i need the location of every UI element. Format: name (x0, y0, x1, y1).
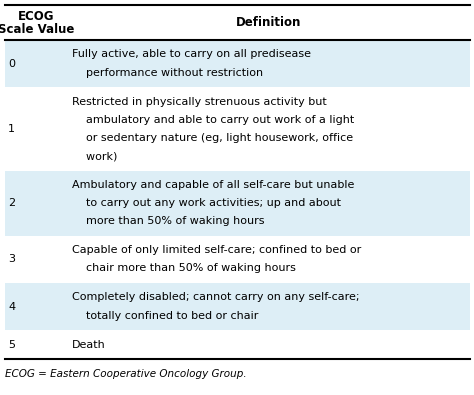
Text: work): work) (72, 151, 118, 161)
Text: 0: 0 (8, 58, 15, 69)
Text: performance without restriction: performance without restriction (72, 68, 263, 77)
Bar (5, 236, 470, 283)
Text: 2: 2 (8, 198, 15, 208)
Text: Capable of only limited self-care; confined to bed or: Capable of only limited self-care; confi… (72, 245, 361, 255)
Text: totally confined to bed or chair: totally confined to bed or chair (72, 310, 258, 321)
Text: Restricted in physically strenuous activity but: Restricted in physically strenuous activ… (72, 97, 327, 107)
Text: ambulatory and able to carry out work of a light: ambulatory and able to carry out work of… (72, 115, 354, 125)
Text: ECOG = Eastern Cooperative Oncology Group.: ECOG = Eastern Cooperative Oncology Grou… (5, 369, 246, 379)
Text: 4: 4 (8, 301, 15, 312)
Bar (5, 40, 470, 87)
Bar (5, 283, 470, 330)
Text: Definition: Definition (237, 16, 301, 29)
Text: more than 50% of waking hours: more than 50% of waking hours (72, 216, 264, 226)
Text: Ambulatory and capable of all self-care but unable: Ambulatory and capable of all self-care … (72, 180, 355, 190)
Text: 1: 1 (8, 124, 15, 134)
Text: Death: Death (72, 340, 106, 350)
Text: Completely disabled; cannot carry on any self-care;: Completely disabled; cannot carry on any… (72, 292, 359, 303)
Text: to carry out any work activities; up and about: to carry out any work activities; up and… (72, 198, 341, 208)
Text: ECOG: ECOG (18, 10, 55, 23)
Bar (5, 87, 470, 171)
Text: chair more than 50% of waking hours: chair more than 50% of waking hours (72, 263, 296, 273)
Text: or sedentary nature (eg, light housework, office: or sedentary nature (eg, light housework… (72, 133, 353, 143)
Text: 3: 3 (8, 254, 15, 264)
Text: Fully active, able to carry on all predisease: Fully active, able to carry on all predi… (72, 49, 311, 60)
Text: 5: 5 (8, 340, 15, 350)
Bar (5, 330, 470, 359)
Bar (5, 171, 470, 236)
Bar (5, 5, 470, 40)
Text: Scale Value: Scale Value (0, 23, 75, 36)
